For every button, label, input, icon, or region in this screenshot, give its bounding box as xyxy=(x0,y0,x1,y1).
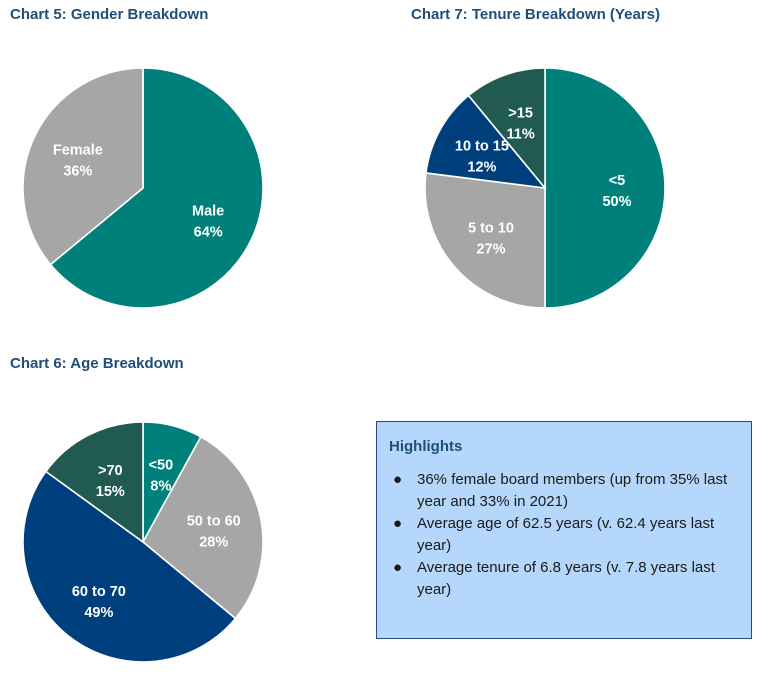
slice-label-under-5: <5 xyxy=(609,173,626,189)
chart5-title: Chart 5: Gender Breakdown xyxy=(10,6,209,23)
slice-value-over-15: 11% xyxy=(506,126,534,142)
chart6-title: Chart 6: Age Breakdown xyxy=(10,355,184,372)
pie-slice-male xyxy=(49,67,264,309)
pie-slice-60-to-70 xyxy=(22,470,237,663)
highlight-text: Average age of 62.5 years (v. 62.4 years… xyxy=(417,515,715,554)
bullet-icon: ● xyxy=(393,515,403,532)
pie-slice-female xyxy=(22,67,144,266)
highlight-item: ● Average tenure of 6.8 years (v. 7.8 yea… xyxy=(389,557,739,601)
slice-value-under-50: 8% xyxy=(150,478,171,494)
age-pie-chart: <50 8% 50 to 60 28% 60 to 70 49% >70 15% xyxy=(22,421,264,663)
slice-value-5-to-10: 27% xyxy=(476,242,505,258)
slice-label-male: Male xyxy=(192,204,224,220)
highlight-text: 36% female board members (up from 35% la… xyxy=(417,471,728,510)
slice-label-50-to-60: 50 to 60 xyxy=(187,514,241,530)
highlights-list: ● 36% female board members (up from 35% l… xyxy=(389,469,739,601)
bullet-icon: ● xyxy=(393,471,403,488)
slice-value-over-70: 15% xyxy=(96,484,125,500)
highlight-text: Average tenure of 6.8 years (v. 7.8 year… xyxy=(417,559,715,598)
slice-value-50-to-60: 28% xyxy=(199,535,228,551)
pie-slice-10-to-15 xyxy=(425,94,547,190)
slice-label-over-70: >70 xyxy=(98,463,123,479)
highlight-item: ● 36% female board members (up from 35% l… xyxy=(389,469,739,513)
highlights-title: Highlights xyxy=(389,438,463,455)
pie-slice-5-to-10 xyxy=(424,172,546,309)
slice-value-under-5: 50% xyxy=(602,194,631,210)
slice-label-10-to-15: 10 to 15 xyxy=(455,138,509,154)
slice-label-under-50: <50 xyxy=(149,457,174,473)
pie-slice-over-70 xyxy=(44,421,144,544)
pie-slice-under-5 xyxy=(544,67,666,309)
slice-value-female: 36% xyxy=(63,163,92,179)
chart7-title: Chart 7: Tenure Breakdown (Years) xyxy=(411,6,660,23)
pie-slice-50-to-60 xyxy=(141,435,264,620)
slice-label-female: Female xyxy=(53,142,103,158)
tenure-pie-chart: <5 50% 5 to 10 27% 10 to 15 12% >15 11% xyxy=(424,67,666,309)
slice-label-over-15: >15 xyxy=(508,105,533,121)
slice-label-5-to-10: 5 to 10 xyxy=(468,221,514,237)
bullet-icon: ● xyxy=(393,559,403,576)
slice-value-60-to-70: 49% xyxy=(84,605,113,621)
highlight-item: ● Average age of 62.5 years (v. 62.4 year… xyxy=(389,513,739,557)
slice-value-male: 64% xyxy=(194,225,223,241)
highlights-box: Highlights ● 36% female board members (up… xyxy=(376,421,752,639)
gender-pie-chart: Male 64% Female 36% xyxy=(22,67,264,309)
slice-label-60-to-70: 60 to 70 xyxy=(72,584,126,600)
pie-slice-over-15 xyxy=(467,67,546,191)
slice-value-10-to-15: 12% xyxy=(467,159,496,175)
